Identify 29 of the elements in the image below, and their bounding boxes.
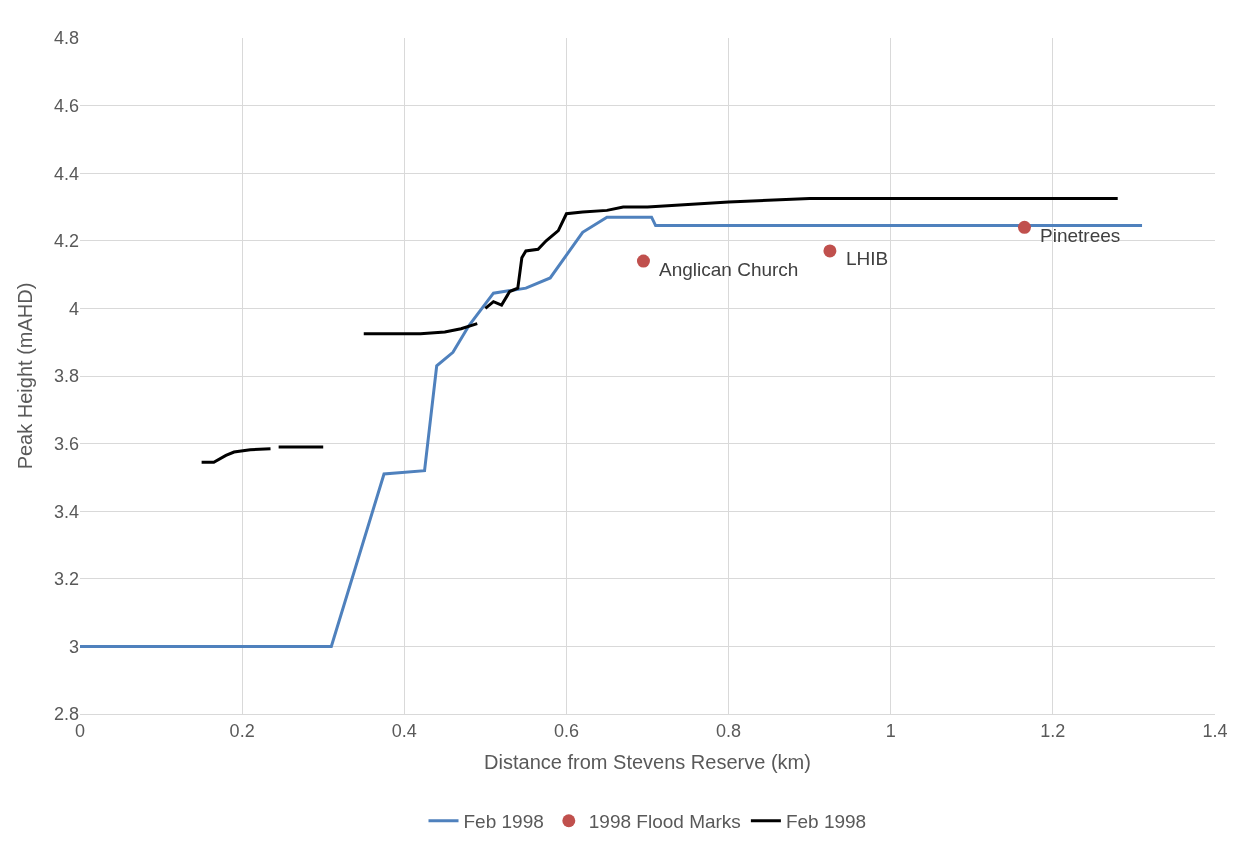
annotation: Anglican Church [659,259,799,280]
y-tick-label: 4.6 [53,95,79,116]
x-tick-label: 0.6 [553,720,579,741]
point [823,244,837,258]
y-axis-title: Peak Height (mAHD) [14,282,37,470]
y-tick-label: 4.2 [53,231,79,252]
point [636,254,650,268]
x-axis-title: Distance from Stevens Reserve (km) [484,751,811,774]
x-tick-label: 1.4 [1202,720,1228,741]
y-tick-label: 4.4 [53,163,79,184]
point [1017,220,1031,234]
x-tick-label: 0.2 [229,720,255,741]
x-tick-label: 0.8 [716,720,742,741]
annotation: LHIB [846,248,889,269]
legend-label: 1998 Flood Marks [588,811,741,833]
legend-label: Feb 1998 [785,811,867,833]
y-tick-label: 3 [68,636,79,657]
x-tick-label: 1 [885,720,896,741]
y-tick-label: 3.8 [53,366,79,387]
annotation: Pinetrees [1040,225,1121,246]
x-tick-label: 1.2 [1040,720,1066,741]
y-tick-label: 4.8 [53,28,79,49]
legend-label: Feb 1998 [463,811,544,833]
y-tick-label: 3.6 [53,433,79,454]
x-tick-label: 0.4 [391,720,417,741]
y-tick-label: 3.4 [53,501,79,522]
line-series [80,215,1144,648]
y-tick-label: 3.2 [53,569,79,590]
y-tick-label: 4 [68,298,79,319]
